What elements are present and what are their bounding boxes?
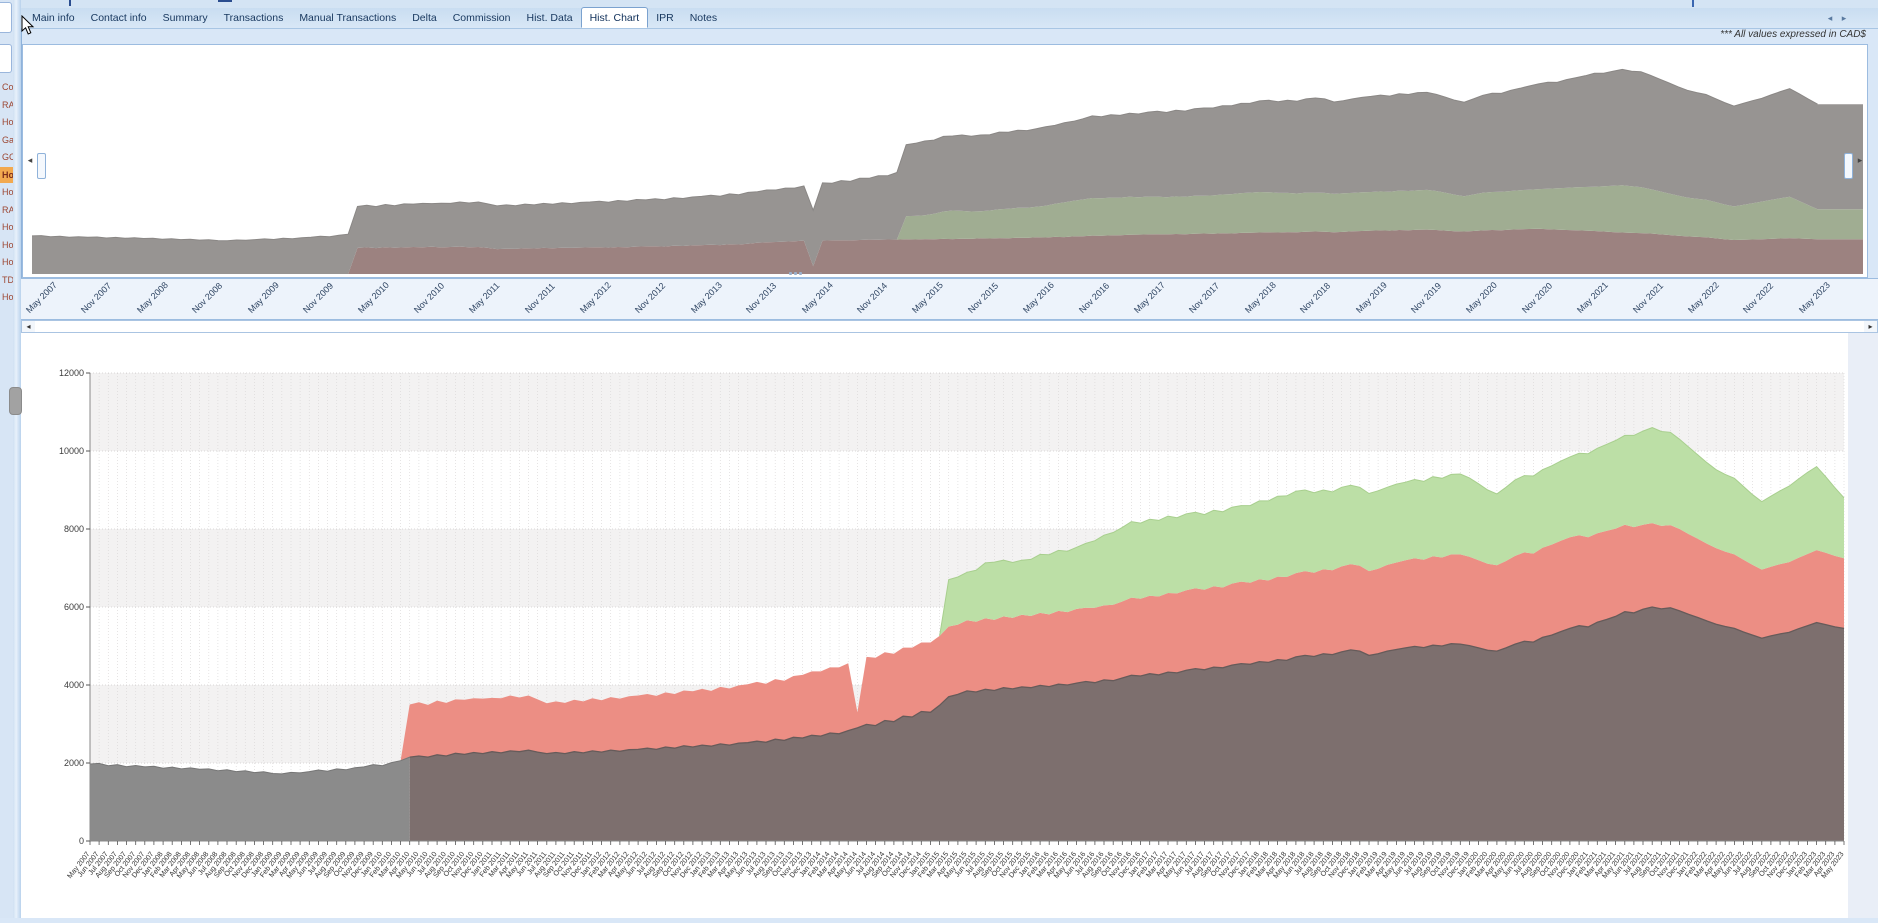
tab-hist-chart[interactable]: Hist. Chart xyxy=(580,7,649,28)
sidebar-item-5[interactable]: Ho xyxy=(0,166,13,183)
deco-mark xyxy=(69,0,71,6)
overview-left-arrow-icon[interactable]: ◂ xyxy=(27,155,33,165)
overview-right-arrow-icon[interactable]: ▸ xyxy=(1857,155,1863,165)
timeline-label: Nov 2020 xyxy=(1519,280,1555,315)
timeline-label: Nov 2022 xyxy=(1741,280,1776,315)
overview-right-range-handle[interactable] xyxy=(1844,153,1853,179)
overview-timeline: May 2007 Nov 2007 May 2008 Nov 2008 May 2009… xyxy=(21,278,1878,320)
timeline-label: Nov 2014 xyxy=(854,280,890,315)
deco-mark xyxy=(1692,0,1694,7)
left-sidebar: Co RA Ho Ga GC Ho Ho RA Ho Ho Ho TD Ho xyxy=(0,0,13,918)
sidebar-item-3[interactable]: Ga xyxy=(2,134,13,145)
tab-scroll-right-icon[interactable]: ▸ xyxy=(1841,13,1847,23)
timeline-label: Nov 2021 xyxy=(1630,280,1665,315)
timeline-label: May 2020 xyxy=(1464,279,1500,315)
timeline-label: May 2010 xyxy=(356,279,392,315)
svg-text:4000: 4000 xyxy=(64,680,84,690)
sidebar-scrollbar-thumb[interactable] xyxy=(9,387,22,415)
svg-text:6000: 6000 xyxy=(64,602,84,612)
svg-text:12000: 12000 xyxy=(59,368,84,378)
timeline-label: Nov 2007 xyxy=(79,280,114,315)
timeline-label: May 2011 xyxy=(467,280,502,315)
timeline-label: May 2015 xyxy=(910,279,946,315)
timeline-label: Nov 2016 xyxy=(1076,280,1111,315)
sidebar-box-second[interactable] xyxy=(0,44,12,73)
timeline-label: May 2013 xyxy=(688,279,724,315)
tab-scroll-left-icon[interactable]: ◂ xyxy=(1827,13,1833,23)
mouse-cursor xyxy=(21,15,35,35)
timeline-label: May 2022 xyxy=(1685,279,1721,315)
overview-left-range-handle[interactable] xyxy=(37,153,46,179)
sidebar-box-top[interactable] xyxy=(0,2,12,33)
timeline-label: Nov 2018 xyxy=(1298,280,1333,315)
timeline-label: Nov 2012 xyxy=(633,280,668,315)
scroll-right-button[interactable]: ▸ xyxy=(1864,321,1877,332)
tab-delta[interactable]: Delta xyxy=(412,12,437,24)
timeline-label: May 2017 xyxy=(1131,279,1167,315)
tab-manual-transactions[interactable]: Manual Transactions xyxy=(299,12,397,24)
svg-text:8000: 8000 xyxy=(64,524,84,534)
timeline-label: Nov 2008 xyxy=(190,280,225,315)
sidebar-item-7[interactable]: RA xyxy=(2,204,13,215)
timeline-label: May 2012 xyxy=(577,279,613,315)
tab-summary[interactable]: Summary xyxy=(162,12,208,24)
panel-resize-grip[interactable] xyxy=(786,272,804,277)
sidebar-item-11[interactable]: TD xyxy=(2,274,13,285)
horizontal-scrollbar[interactable]: ◂ ▸ xyxy=(21,320,1878,333)
timeline-label: Nov 2019 xyxy=(1408,280,1444,315)
tab-transactions[interactable]: Transactions xyxy=(223,12,284,24)
tab-main-info[interactable]: Main info xyxy=(32,12,75,24)
currency-note: *** All values expressed in CAD$ xyxy=(1720,29,1866,40)
sidebar-item-0[interactable]: Co xyxy=(2,82,13,92)
window-top-strip xyxy=(21,0,1878,8)
sidebar-item-12[interactable]: Ho xyxy=(2,292,13,302)
sidebar-item-10[interactable]: Ho xyxy=(2,257,13,267)
timeline-label: Nov 2013 xyxy=(744,280,779,315)
tab-bar: Main info Contact info Summary Transactions… xyxy=(21,7,1878,29)
timeline-label: May 2007 xyxy=(23,279,59,315)
sidebar-item-9[interactable]: Ho xyxy=(2,239,13,250)
sidebar-item-8[interactable]: Ho xyxy=(2,222,13,232)
sidebar-item-1[interactable]: RA xyxy=(2,99,13,110)
timeline-label: Nov 2017 xyxy=(1187,280,1222,315)
svg-text:0: 0 xyxy=(79,836,84,846)
sidebar-item-2[interactable]: Ho xyxy=(2,117,13,127)
timeline-label: Nov 2009 xyxy=(300,280,336,315)
timeline-label: Nov 2011 xyxy=(522,281,557,315)
main-chart-area: 0 2000 4000 6000 8000 10000 12000 May 2007 Jun 2… xyxy=(21,333,1878,918)
timeline-label: Nov 2010 xyxy=(411,280,447,315)
timeline-label: May 2009 xyxy=(245,279,281,315)
right-margin-strip xyxy=(1848,333,1878,918)
timeline-label: May 2016 xyxy=(1021,279,1057,315)
timeline-label: May 2008 xyxy=(134,279,170,315)
overview-chart-panel: ◂ ▸ xyxy=(22,44,1868,278)
tab-contact-info[interactable]: Contact info xyxy=(90,12,147,24)
scroll-left-button[interactable]: ◂ xyxy=(22,321,35,332)
timeline-label: Nov 2015 xyxy=(965,280,1001,315)
timeline-label: May 2014 xyxy=(799,279,835,315)
timeline-label: May 2018 xyxy=(1242,279,1278,315)
tab-commission[interactable]: Commission xyxy=(452,12,511,24)
timeline-label: May 2023 xyxy=(1796,279,1832,315)
svg-text:10000: 10000 xyxy=(59,446,84,456)
tab-hist-data[interactable]: Hist. Data xyxy=(526,12,573,24)
svg-text:2000: 2000 xyxy=(64,758,84,768)
timeline-label: May 2019 xyxy=(1353,279,1389,315)
tab-ipr[interactable]: IPR xyxy=(656,12,674,24)
tab-notes[interactable]: Notes xyxy=(689,12,718,24)
sidebar-item-4[interactable]: GC xyxy=(2,152,13,162)
deco-mark xyxy=(218,0,232,2)
timeline-label: May 2021 xyxy=(1575,279,1611,315)
overview-area-chart xyxy=(23,45,1865,275)
sidebar-item-6[interactable]: Ho xyxy=(2,187,13,197)
